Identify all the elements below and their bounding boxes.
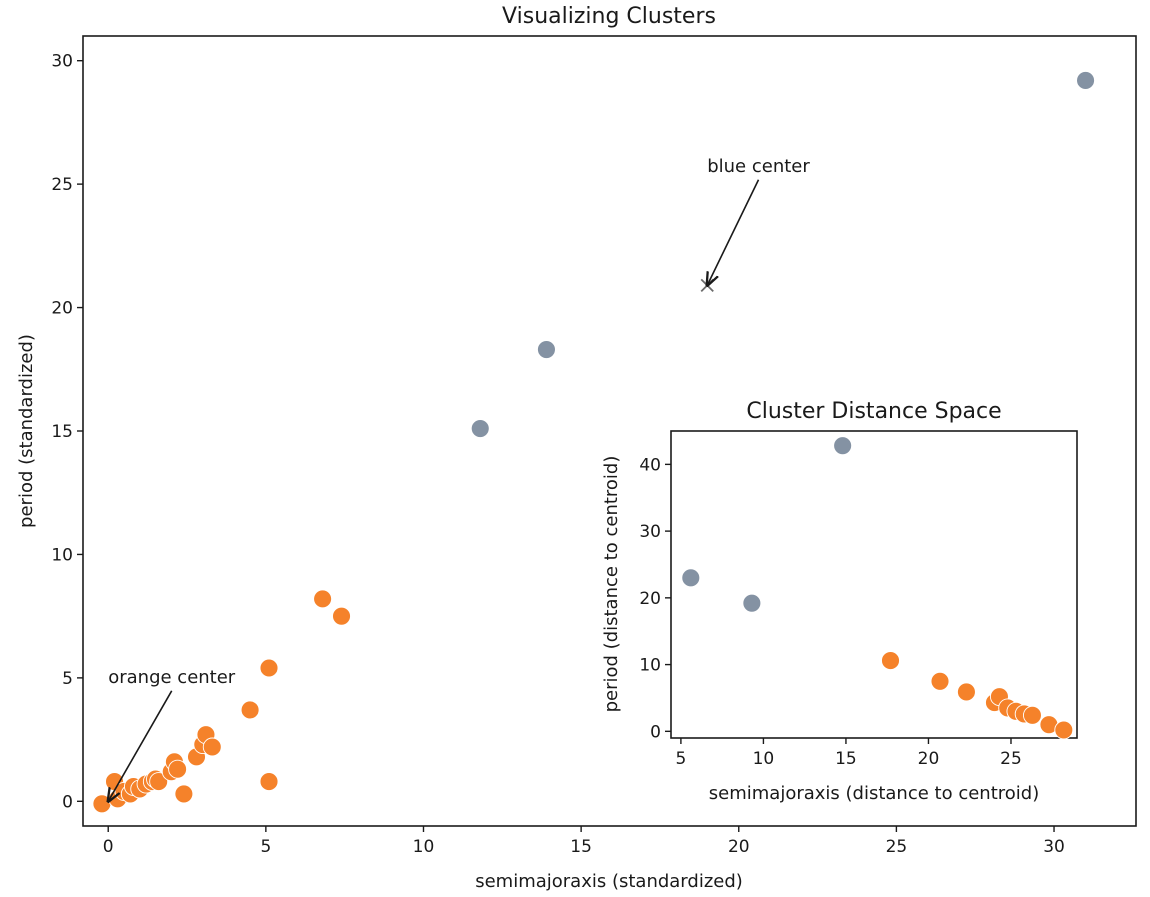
main-x-tick-label: 30 [1043,837,1065,857]
main-y-tick-label: 0 [62,792,73,812]
main-annotation-label: blue center [707,156,810,177]
main-y-ticks: 0 5 10 15 20 25 30 [51,52,83,812]
main-annotation-label: orange center [108,667,236,688]
inset-y-tick-label: 0 [650,722,661,742]
main-y-tick-label: 25 [51,175,73,195]
main-x-ticks: 0 5 10 15 20 25 30 [103,826,1065,857]
main-point-series-1 [92,794,112,814]
inset-point-series-0 [742,593,762,613]
inset-y-ticks: 0 10 20 30 40 [639,455,671,742]
inset-point-series-1 [956,682,976,702]
main-point-series-1 [202,737,222,757]
inset-y-axis-label: period (distance to centroid) [601,456,622,713]
main-point-series-1 [313,589,333,609]
inset-y-tick-label: 20 [639,589,661,609]
main-x-tick-label: 25 [886,837,908,857]
main-point-series-1 [174,784,194,804]
main-y-tick-label: 5 [62,669,73,689]
main-x-tick-label: 15 [570,837,592,857]
inset-point-series-0 [681,568,701,588]
main-point-series-1 [259,658,279,678]
main-y-axis-label: period (standardized) [16,334,37,528]
main-chart: Visualizing Clusters semimajoraxis (stan… [16,4,1137,892]
main-point-series-1 [168,759,188,779]
main-x-tick-label: 20 [728,837,750,857]
inset-plot-frame [670,430,1078,739]
main-point-series-0 [536,340,556,359]
main-point-series-1 [332,606,351,626]
inset-background [671,431,1077,738]
main-point-series-1 [259,772,279,792]
inset-x-tick-label: 15 [835,749,857,769]
inset-x-tick-label: 20 [918,749,940,769]
inset-point-series-1 [1022,705,1042,725]
main-annotation-arrow [108,690,173,802]
main-point-series-1 [240,700,260,720]
main-y-tick-label: 15 [51,422,73,442]
inset-points [681,436,1074,740]
inset-y-tick-label: 40 [639,455,661,475]
main-y-tick-label: 10 [51,545,73,565]
main-y-tick-label: 20 [51,299,73,319]
inset-chart: Cluster Distance Space semimajoraxis (di… [601,399,1078,804]
inset-y-tick-label: 30 [639,522,661,542]
main-y-tick-label: 30 [51,52,73,72]
main-annotation-arrow [707,179,760,286]
main-x-axis-label: semimajoraxis (standardized) [475,871,743,892]
inset-point-series-1 [1054,720,1074,740]
main-x-tick-label: 5 [260,837,271,857]
main-point-series-0 [470,419,490,438]
inset-x-tick-label: 10 [753,749,775,769]
inset-x-ticks: 5 10 15 20 25 [675,738,1022,769]
main-chart-title: Visualizing Clusters [502,4,716,29]
main-x-tick-label: 10 [413,837,435,857]
main-annotations: blue center orange center [108,156,810,802]
inset-point-series-0 [833,436,853,456]
main-x-tick-label: 0 [103,837,114,857]
inset-x-tick-label: 5 [675,749,686,769]
inset-point-series-1 [881,651,900,671]
inset-y-tick-label: 10 [639,656,661,676]
main-point-series-1 [149,772,169,792]
inset-x-axis-label: semimajoraxis (distance to centroid) [709,783,1039,804]
inset-x-tick-label: 25 [1000,749,1022,769]
main-points [92,70,1096,814]
inset-point-series-1 [930,671,950,691]
inset-chart-title: Cluster Distance Space [746,399,1001,424]
main-point-series-0 [1076,70,1096,90]
